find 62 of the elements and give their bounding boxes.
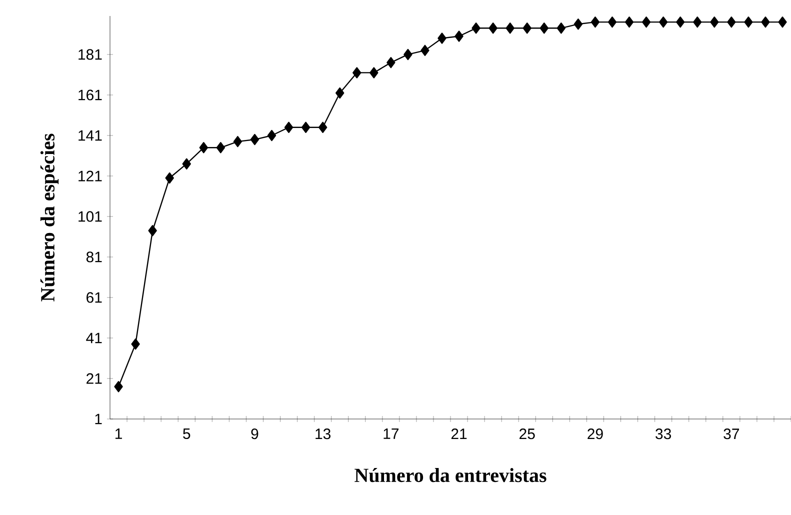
x-axis-title: Número da entrevistas bbox=[354, 468, 546, 482]
y-tick-label: 181 bbox=[78, 49, 102, 60]
point bbox=[676, 16, 685, 28]
point bbox=[642, 16, 651, 28]
point bbox=[624, 16, 634, 28]
point bbox=[574, 18, 583, 30]
point bbox=[131, 338, 140, 350]
x-tick-label: 17 bbox=[384, 428, 399, 439]
point bbox=[114, 381, 123, 392]
y-axis-title: Número da espécies bbox=[40, 134, 59, 302]
point bbox=[250, 134, 260, 146]
point bbox=[744, 16, 753, 28]
point bbox=[233, 136, 242, 148]
point bbox=[540, 22, 548, 34]
x-tick-label: 5 bbox=[183, 428, 190, 439]
x-tick-label: 1 bbox=[115, 428, 122, 439]
x-tick-label: 13 bbox=[316, 428, 330, 440]
point bbox=[370, 67, 378, 78]
point bbox=[710, 16, 719, 28]
point bbox=[472, 22, 480, 34]
y-tick-label: 161 bbox=[78, 90, 102, 100]
y-tick-label: 1 bbox=[95, 414, 102, 424]
point bbox=[488, 22, 498, 34]
point bbox=[301, 122, 310, 133]
point bbox=[778, 16, 787, 28]
point bbox=[420, 44, 430, 56]
y-tick-label: 61 bbox=[86, 292, 102, 303]
point bbox=[318, 122, 328, 133]
y-tick-label: 81 bbox=[86, 252, 102, 262]
point bbox=[761, 16, 770, 28]
point bbox=[608, 16, 617, 28]
point bbox=[165, 172, 174, 184]
point bbox=[216, 142, 226, 154]
point bbox=[506, 22, 514, 34]
y-tick-label: 101 bbox=[78, 211, 102, 222]
x-tick-label: 29 bbox=[588, 428, 603, 440]
y-tick-label: 21 bbox=[86, 373, 102, 384]
x-tick-label: 9 bbox=[251, 428, 258, 440]
x-tick-label: 25 bbox=[520, 428, 535, 440]
point bbox=[386, 56, 396, 68]
point bbox=[727, 16, 736, 28]
point bbox=[658, 16, 668, 28]
point bbox=[352, 67, 362, 78]
point bbox=[199, 142, 208, 154]
x-tick-label: 21 bbox=[451, 428, 467, 440]
point bbox=[404, 48, 412, 60]
y-tick-label: 141 bbox=[78, 130, 102, 141]
y-tick-label: 41 bbox=[86, 332, 102, 344]
point bbox=[522, 22, 532, 34]
point bbox=[284, 122, 294, 133]
point bbox=[267, 130, 276, 142]
point bbox=[693, 16, 702, 28]
point bbox=[454, 30, 464, 42]
point bbox=[335, 87, 344, 99]
x-tick-label: 37 bbox=[724, 428, 740, 440]
point bbox=[590, 16, 600, 28]
point bbox=[182, 158, 191, 170]
point bbox=[438, 32, 446, 44]
point bbox=[148, 225, 157, 236]
point bbox=[556, 22, 566, 34]
y-tick-label: 121 bbox=[78, 170, 102, 182]
x-tick-label: 33 bbox=[656, 428, 672, 440]
